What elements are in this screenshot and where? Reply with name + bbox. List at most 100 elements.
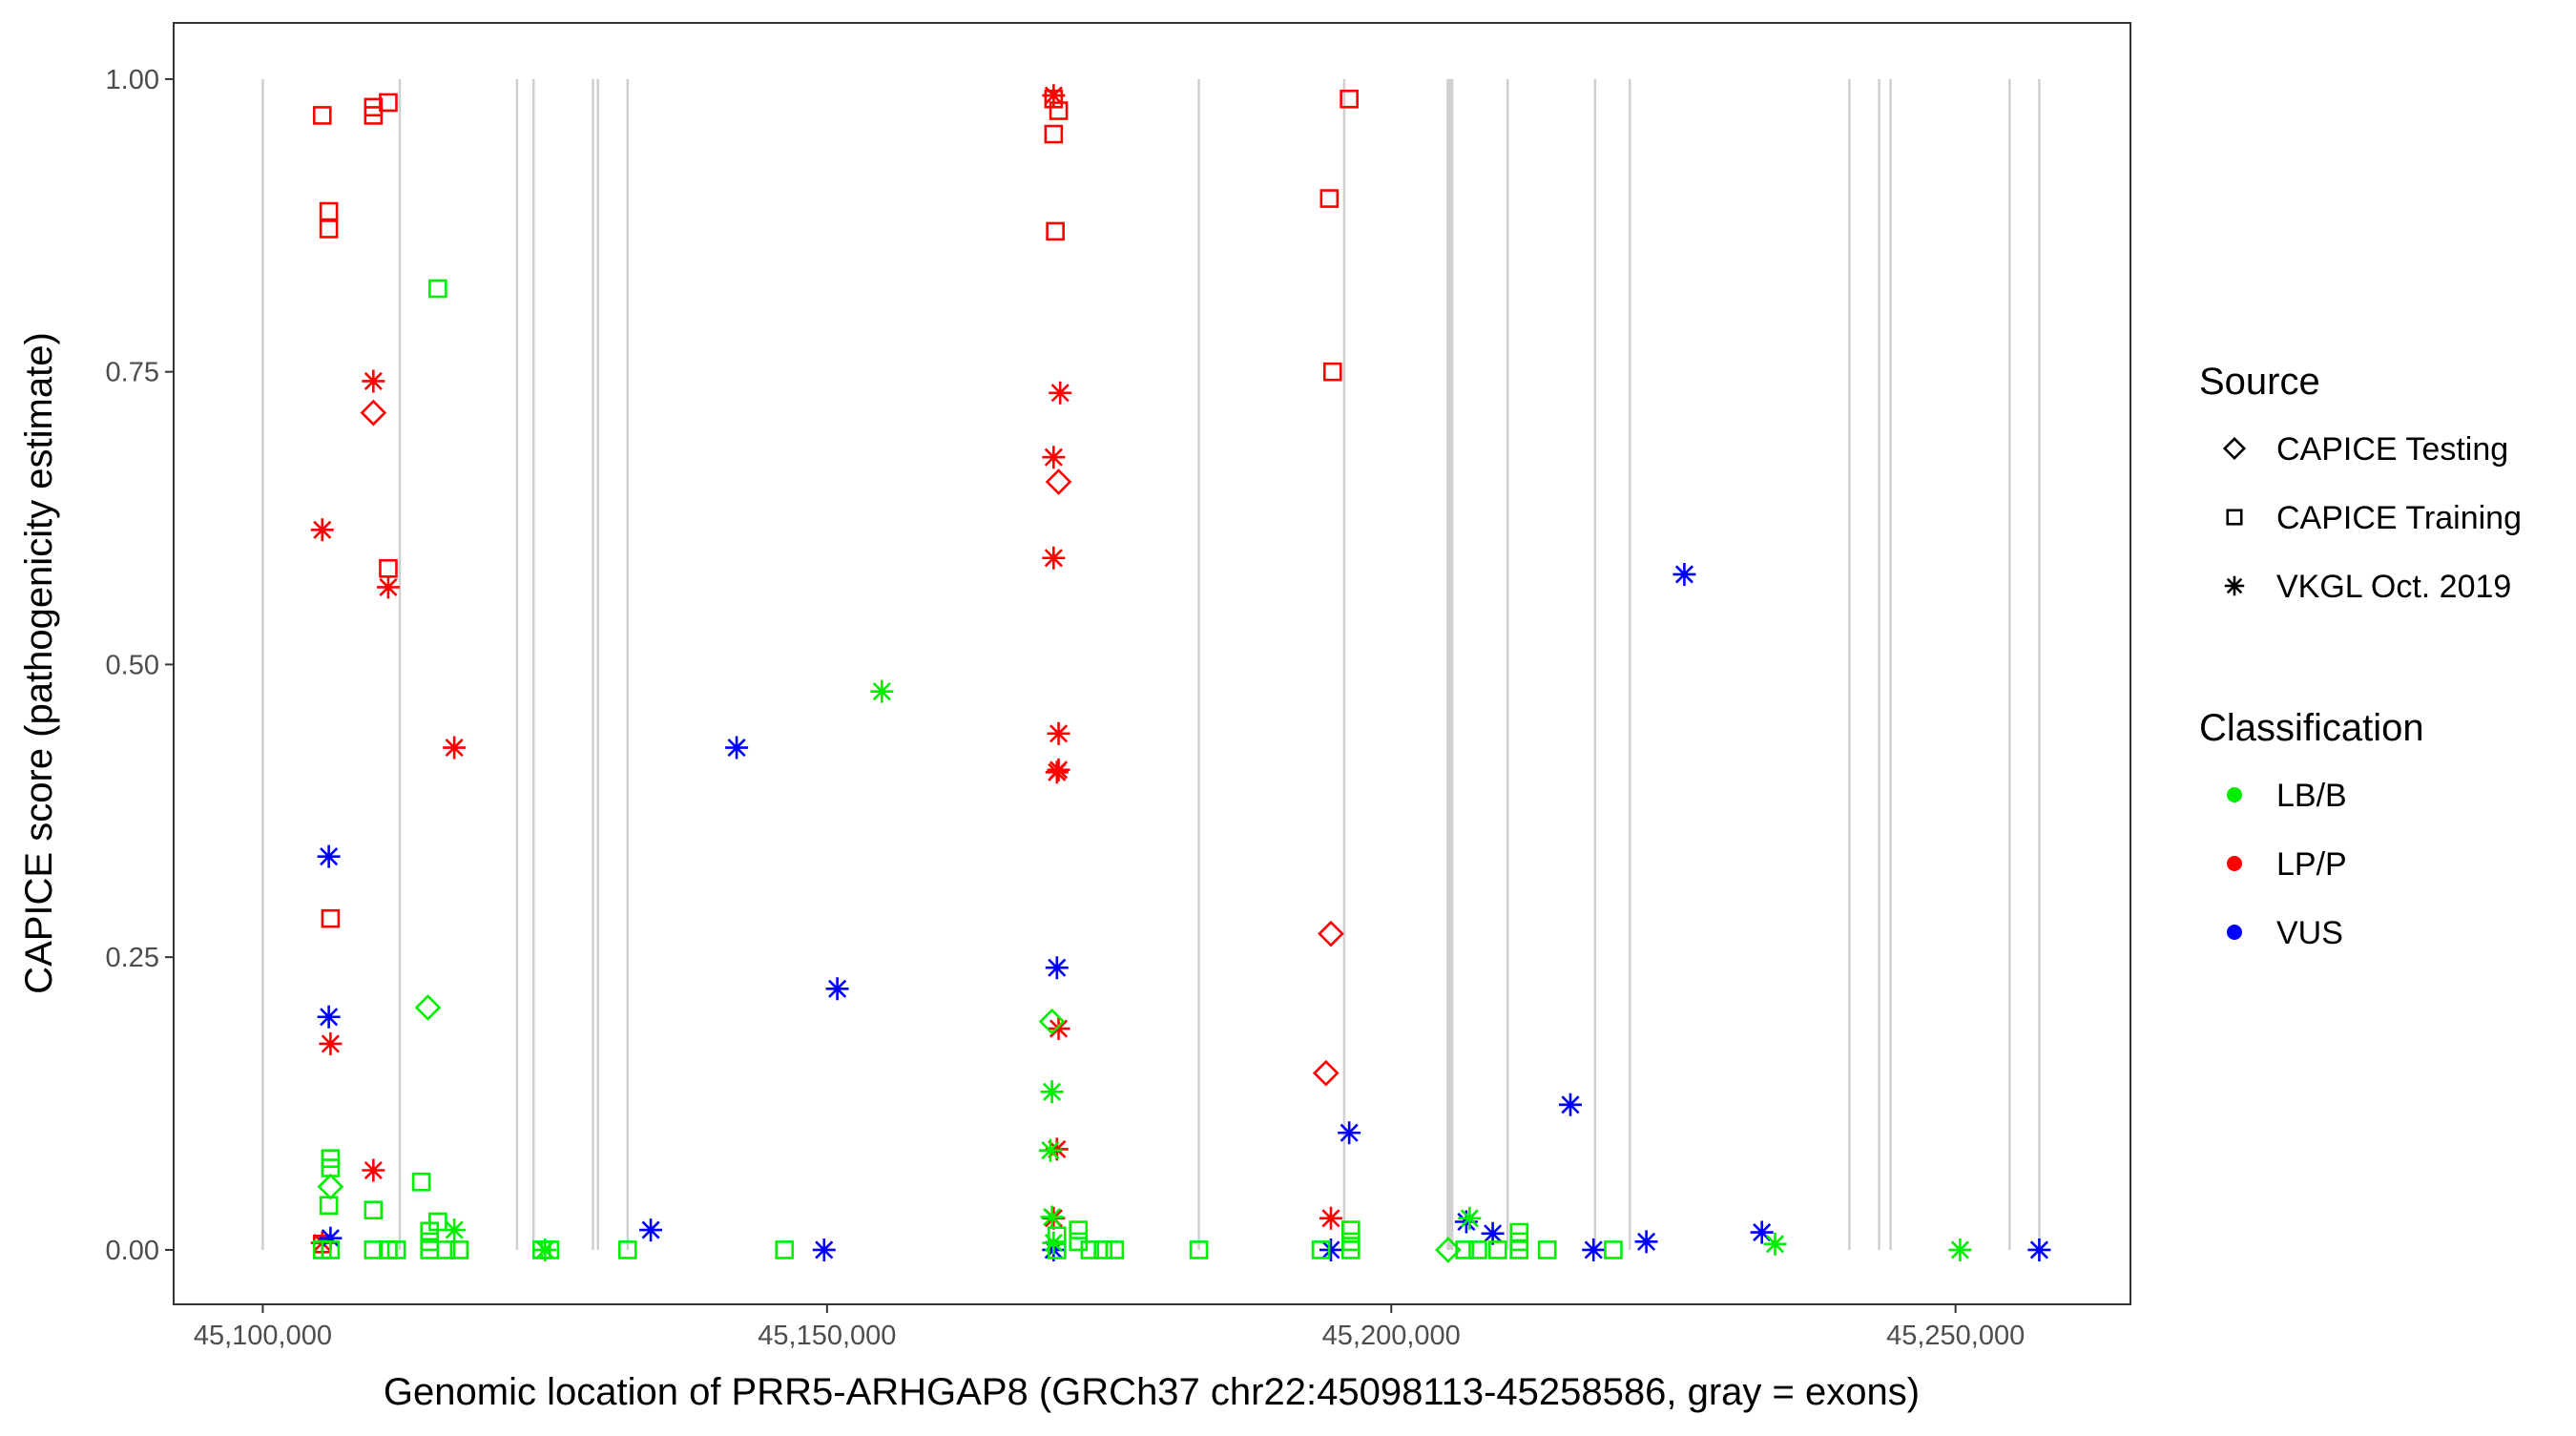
square-marker [449, 1240, 469, 1259]
asterisk-marker [1045, 760, 1069, 784]
data-point [319, 201, 339, 221]
x-tick-label: 45,200,000 [1322, 1321, 1461, 1351]
data-point [428, 279, 447, 299]
square-marker [1044, 124, 1064, 144]
legend-class-key [2227, 925, 2242, 940]
x-tick-label: 45,150,000 [758, 1321, 896, 1351]
diamond-marker [414, 994, 442, 1021]
square-marker [1322, 362, 1342, 382]
data-point [362, 1158, 385, 1182]
square-marker [775, 1240, 795, 1259]
square-marker [1455, 1240, 1474, 1259]
square-marker [386, 1240, 406, 1259]
square-marker [428, 279, 447, 299]
data-point [1750, 1220, 1774, 1244]
square-marker [1047, 1240, 1067, 1259]
square-marker [1340, 89, 1359, 109]
data-point [1042, 546, 1066, 570]
square-marker [364, 1200, 384, 1220]
data-point [1069, 1220, 1089, 1239]
data-point [386, 1240, 406, 1259]
diamond-marker [1045, 468, 1072, 495]
data-point [1537, 1240, 1557, 1259]
data-point [1049, 381, 1072, 405]
data-point [1340, 1220, 1361, 1239]
data-point [1047, 1240, 1067, 1259]
legend-source-key [2222, 436, 2247, 461]
data-point [319, 1226, 343, 1250]
legend-class-key [2227, 856, 2242, 871]
data-point [1038, 1008, 1066, 1035]
square-marker [1047, 1226, 1067, 1246]
square-marker [1189, 1240, 1209, 1259]
diamond-marker [2222, 436, 2247, 461]
data-point [870, 679, 894, 703]
square-marker [1319, 189, 1340, 208]
data-points [310, 84, 2051, 1263]
data-point [1322, 362, 1342, 382]
data-point [317, 1173, 344, 1200]
diamond-marker [1312, 1059, 1340, 1087]
data-point [310, 518, 334, 542]
asterisk-marker [725, 736, 749, 760]
legend: Source Classification CAPICE Testing CAPI… [2199, 361, 2522, 951]
square-marker [1487, 1240, 1507, 1259]
asterisk-marker [2224, 575, 2245, 596]
data-point [360, 399, 387, 427]
y-tick-label: 0.50 [106, 650, 159, 680]
y-axis-title: CAPICE score (pathogenicity estimate) [18, 332, 60, 994]
asterisk-marker [1582, 1238, 1606, 1261]
asterisk-marker [362, 1158, 385, 1182]
y-tick-label: 0.25 [106, 943, 159, 973]
asterisk-marker [1763, 1232, 1787, 1256]
legend-class-key [2227, 787, 2242, 802]
y-tick-label: 0.75 [106, 358, 159, 388]
asterisk-marker [1045, 956, 1069, 980]
asterisk-marker [639, 1218, 663, 1242]
data-point [775, 1240, 795, 1259]
data-point [379, 93, 398, 113]
data-point [1458, 1206, 1482, 1230]
data-point [618, 1240, 637, 1259]
diamond-marker [1318, 920, 1344, 947]
asterisk-marker [825, 977, 849, 1001]
asterisk-marker [1049, 381, 1072, 405]
square-marker [618, 1240, 637, 1259]
data-point [1468, 1240, 1487, 1259]
asterisk-marker [1040, 1205, 1064, 1229]
data-point [1105, 1240, 1125, 1259]
data-point [1046, 221, 1065, 241]
data-point [1340, 89, 1359, 109]
square-marker [436, 1240, 456, 1259]
legend-source-label: VKGL Oct. 2019 [2276, 569, 2511, 605]
data-point [2027, 1238, 2051, 1261]
asterisk-marker [362, 369, 385, 393]
square-marker [2226, 509, 2243, 526]
square-marker [319, 201, 339, 221]
data-point [1044, 124, 1064, 144]
data-point [825, 977, 849, 1001]
y-axis: 0.00 0.25 0.50 0.75 1.00 [106, 65, 174, 1266]
y-tick-label: 0.00 [106, 1236, 159, 1266]
data-point [1045, 956, 1069, 980]
data-point [312, 106, 332, 125]
data-point [1338, 1121, 1361, 1145]
asterisk-marker [1040, 1080, 1064, 1104]
data-point [1049, 101, 1069, 120]
square-marker [1604, 1240, 1623, 1259]
data-point [319, 219, 339, 239]
data-point [443, 736, 467, 760]
y-tick-label: 1.00 [106, 65, 159, 95]
asterisk-marker [1672, 562, 1696, 586]
data-point [1319, 1238, 1342, 1261]
asterisk-marker [1750, 1220, 1774, 1244]
data-point [1340, 1240, 1361, 1259]
asterisk-marker [1038, 1138, 1062, 1162]
data-point [1047, 721, 1070, 745]
x-tick-label: 45,100,000 [194, 1321, 332, 1351]
data-point [1080, 1240, 1100, 1259]
exon-lines [261, 78, 2041, 1250]
data-point [319, 1031, 343, 1055]
